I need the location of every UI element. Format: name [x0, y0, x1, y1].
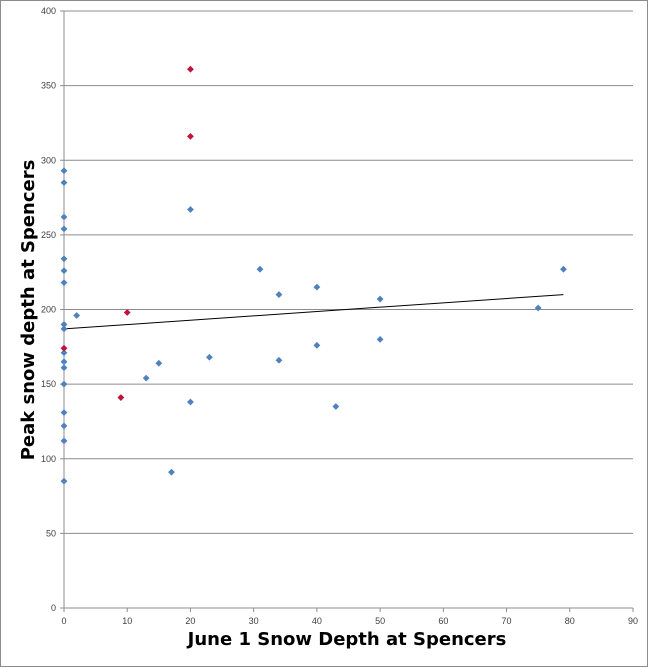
trendline: [63, 294, 564, 330]
y-tick-label: 350: [41, 81, 56, 91]
data-point: [60, 279, 68, 287]
data-point: [187, 206, 194, 213]
x-tick-label: 90: [628, 616, 638, 626]
data-point: [155, 359, 163, 367]
data-point: [256, 265, 264, 273]
y-tick-label: 300: [41, 155, 56, 165]
y-tick-label: 100: [41, 454, 56, 464]
highlighted-data-point: [187, 65, 194, 73]
data-point: [560, 265, 567, 273]
y-tick-label: 200: [41, 305, 56, 315]
y-tick-label: 150: [41, 379, 56, 389]
data-point: [60, 267, 68, 275]
data-point: [275, 356, 283, 364]
x-tick-label: 10: [122, 616, 132, 626]
data-point: [60, 225, 68, 233]
data-point: [187, 398, 194, 406]
data-point: [60, 321, 68, 328]
y-tick-label: 0: [51, 603, 56, 613]
y-axis-title: Peak snow depth at Spencers: [18, 160, 39, 461]
data-point: [313, 283, 321, 291]
data-point: [60, 325, 68, 333]
data-point: [168, 468, 175, 476]
y-tick-label: 50: [46, 528, 56, 538]
data-point: [60, 167, 68, 175]
data-point: [60, 437, 68, 445]
y-tick-labels: 0 50 100 150 200 250 300 350 400: [41, 6, 56, 613]
x-tick-label: 50: [375, 616, 385, 626]
data-point: [332, 403, 340, 410]
highlighted-data-point: [117, 394, 125, 401]
data-point: [60, 380, 68, 388]
x-tick-label: 40: [312, 616, 322, 626]
data-point: [142, 374, 150, 382]
data-point: [376, 295, 384, 303]
highlighted-data-point: [123, 309, 131, 316]
x-tick-labels: 0 10 20 30 40 50 60 70 80 90: [61, 616, 638, 626]
data-points: [60, 65, 567, 485]
data-point: [206, 353, 213, 361]
x-tick-label: 20: [185, 616, 195, 626]
data-point: [313, 341, 321, 349]
data-point: [275, 291, 283, 298]
data-point: [60, 477, 68, 485]
data-point: [60, 213, 68, 221]
data-point: [60, 364, 68, 372]
data-point: [60, 255, 68, 263]
x-axis-title: June 1 Snow Depth at Spencers: [186, 629, 507, 650]
x-tick-label: 60: [438, 616, 448, 626]
data-point: [60, 422, 68, 430]
x-tick-label: 70: [502, 616, 512, 626]
data-point: [60, 179, 68, 187]
data-point: [73, 312, 81, 319]
x-tick-label: 0: [61, 616, 66, 626]
axes: [60, 10, 634, 612]
trendline-group: [63, 294, 564, 330]
y-tick-label: 250: [41, 230, 56, 240]
data-point: [376, 335, 384, 343]
gridlines: [64, 10, 633, 534]
x-tick-label: 80: [565, 616, 575, 626]
data-point: [534, 304, 542, 312]
x-tick-label: 30: [249, 616, 259, 626]
data-point: [60, 409, 68, 416]
data-point: [60, 349, 68, 357]
y-tick-label: 400: [41, 6, 56, 16]
highlighted-data-point: [187, 132, 194, 140]
data-point: [60, 358, 68, 366]
highlighted-data-point: [60, 344, 68, 352]
